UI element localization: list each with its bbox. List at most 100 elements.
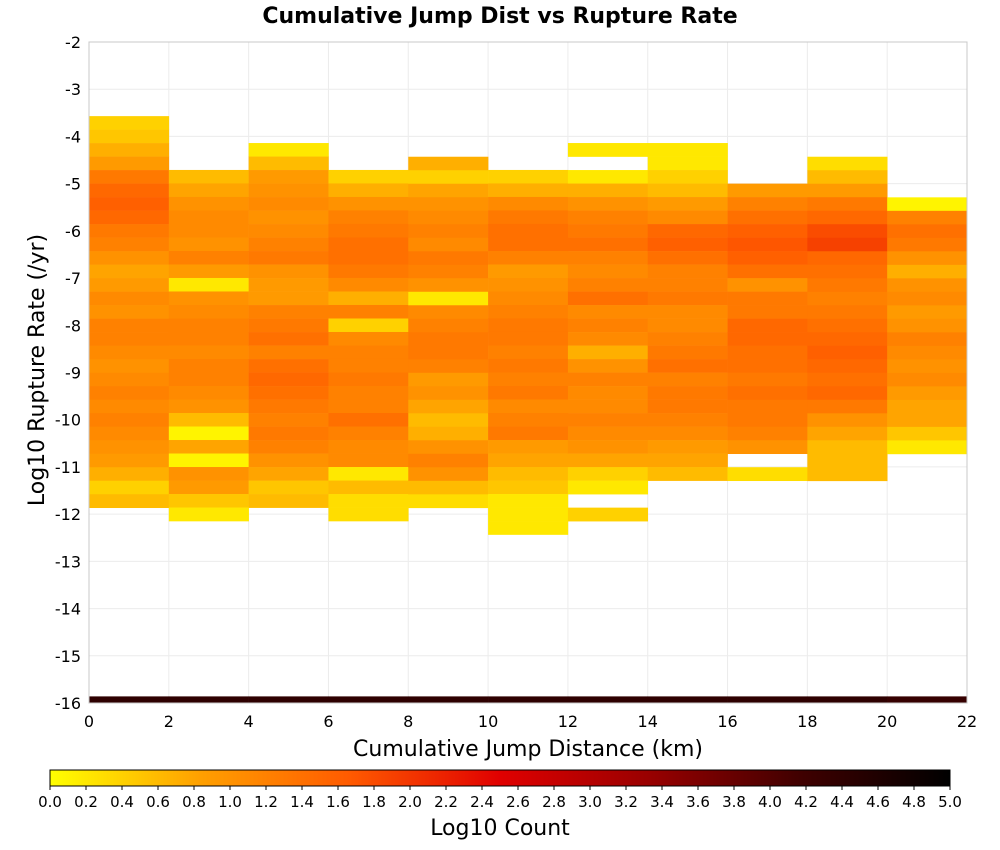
heatmap-cell <box>887 345 968 360</box>
heatmap-cell <box>807 264 888 279</box>
heatmap-cell <box>807 399 888 414</box>
heatmap-cell <box>807 440 888 455</box>
heatmap-cell <box>328 304 409 319</box>
heatmap-cell <box>488 277 569 292</box>
heatmap-cell <box>328 413 409 427</box>
x-tick-label: 22 <box>957 712 977 731</box>
heatmap-cell <box>807 426 888 441</box>
heatmap-cell <box>248 156 329 171</box>
colorbar-tick-label: 0.6 <box>146 793 170 811</box>
heatmap-cell <box>807 345 888 360</box>
heatmap-cell <box>168 453 249 468</box>
heatmap-cell <box>807 170 888 185</box>
heatmap-cell <box>807 359 888 374</box>
heatmap-cell <box>727 237 808 252</box>
colorbar-tick-label: 3.8 <box>722 793 746 811</box>
heatmap-cell <box>89 237 170 252</box>
heatmap-cell <box>567 386 649 400</box>
heatmap-cell <box>567 237 649 252</box>
heatmap-cell <box>647 332 728 346</box>
heatmap-cell <box>89 183 170 198</box>
heatmap-cell <box>567 197 649 211</box>
heatmap-cell <box>647 170 728 184</box>
heatmap-cell <box>567 507 649 522</box>
heatmap-cell <box>408 251 489 266</box>
x-tick-label: 14 <box>638 712 658 731</box>
heatmap-cell <box>248 251 329 265</box>
heatmap-cell <box>887 237 968 252</box>
colorbar-ticks: 0.0 0.2 0.4 0.6 0.8 1.0 1.2 1.4 1.6 1.8 2.0 2.2 2.4 2… <box>38 786 962 811</box>
heatmap-cell <box>408 305 489 320</box>
heatmap-cell <box>488 386 569 400</box>
heatmap-cell <box>647 237 728 252</box>
heatmap-cell <box>328 440 409 454</box>
heatmap-cell <box>488 426 569 441</box>
heatmap-cell <box>807 197 888 212</box>
heatmap-cell <box>727 359 808 373</box>
heatmap-cell <box>408 359 489 374</box>
heatmap-cell <box>248 426 329 441</box>
heatmap-cell <box>89 143 170 157</box>
heatmap-cell <box>89 291 170 306</box>
heatmap-cell <box>488 480 569 495</box>
heatmap-cell <box>89 251 170 265</box>
heatmap-cell <box>408 318 489 333</box>
heatmap-cell <box>567 696 649 703</box>
heatmap-cell <box>887 210 968 225</box>
heatmap-cell <box>248 399 329 414</box>
heatmap-cell <box>248 183 329 198</box>
heatmap-cell <box>567 467 649 481</box>
heatmap-cell <box>647 359 728 373</box>
heatmap-cell <box>727 467 808 482</box>
x-tick-label: 16 <box>717 712 737 731</box>
heatmap-cell <box>647 399 728 414</box>
heatmap-cell <box>727 372 808 387</box>
heatmap-cell <box>807 183 888 198</box>
heatmap-cell <box>248 197 329 211</box>
heatmap-cell <box>248 305 329 319</box>
heatmap-cell <box>248 332 329 346</box>
heatmap-cell <box>488 453 569 468</box>
heatmap-cell <box>168 386 249 400</box>
y-tick-label: -15 <box>55 647 81 666</box>
heatmap-cell <box>567 318 649 333</box>
heatmap-cell <box>807 278 888 293</box>
y-axis-label: Log10 Rupture Rate (/yr) <box>25 234 50 506</box>
heatmap-cell <box>488 250 569 265</box>
heatmap-cell <box>567 453 649 468</box>
heatmap-cell <box>647 426 728 441</box>
y-tick-label: -8 <box>65 316 81 335</box>
heatmap-cell <box>328 399 409 414</box>
y-tick-label: -5 <box>65 175 81 194</box>
heatmap-cell <box>488 494 569 508</box>
y-tick-label: -12 <box>55 505 81 524</box>
heatmap-cell <box>168 318 249 333</box>
heatmap-cell <box>408 386 489 401</box>
heatmap-cell <box>647 318 728 333</box>
heatmap-cell <box>727 345 808 360</box>
colorbar-tick-label: 0.4 <box>110 793 134 811</box>
heatmap-cell <box>567 143 649 157</box>
heatmap-cell <box>647 696 728 703</box>
heatmap-cell <box>89 264 170 279</box>
heatmap-cell <box>168 494 249 508</box>
y-tick-label: -3 <box>65 80 81 99</box>
heatmap-cell <box>408 345 489 360</box>
heatmap-cell <box>488 291 569 306</box>
colorbar-tick-label: 4.0 <box>758 793 782 811</box>
heatmap-cell <box>408 480 489 495</box>
heatmap-cell <box>807 332 888 347</box>
heatmap-cell <box>887 440 968 455</box>
heatmap-cell <box>727 440 808 455</box>
heatmap-cell <box>887 305 968 320</box>
heatmap-cell <box>488 696 569 703</box>
heatmap-cell <box>168 440 249 454</box>
heatmap-cell <box>328 277 409 292</box>
heatmap-cell <box>89 170 170 184</box>
heatmap-cell <box>89 116 170 130</box>
x-axis-ticks: 0 2 4 6 8 10 12 14 16 18 20 22 <box>84 712 977 731</box>
heatmap-cell <box>248 170 329 184</box>
heatmap-cell <box>488 223 569 238</box>
heatmap-cell <box>807 237 888 252</box>
heatmap-cell <box>89 332 170 346</box>
